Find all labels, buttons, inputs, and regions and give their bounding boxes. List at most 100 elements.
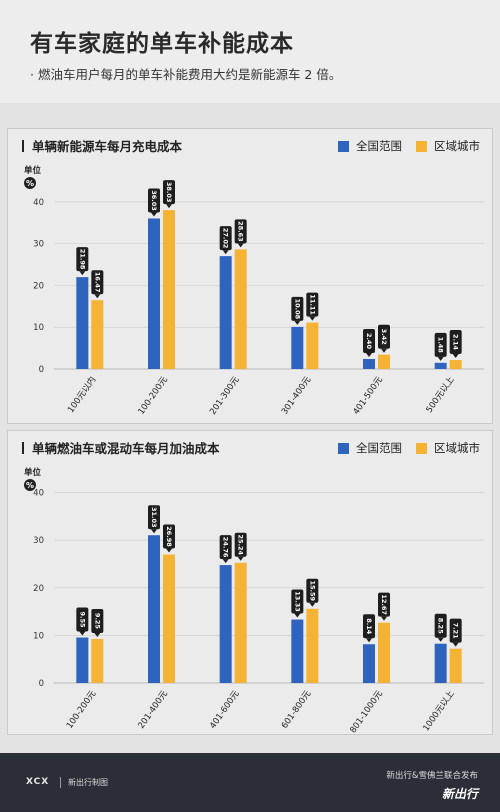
legend-item-regional: 区域城市 — [416, 138, 480, 154]
legend-swatch-national — [338, 140, 349, 152]
data-label-tag — [363, 328, 375, 353]
legend-item-regional: 区域城市 — [416, 440, 480, 456]
data-label: 31.03 — [150, 507, 158, 528]
unit-label: 单位 — [24, 165, 42, 176]
y-tick-label: 30 — [33, 240, 44, 250]
bar — [234, 562, 247, 683]
bar — [378, 354, 390, 369]
data-label-pointer — [94, 632, 101, 637]
y-tick-label: 0 — [39, 365, 44, 375]
bar — [306, 322, 319, 369]
legend-label-regional: 区域城市 — [434, 441, 480, 455]
bar — [291, 326, 304, 369]
data-label-pointer — [222, 559, 229, 564]
data-label-pointer — [366, 352, 372, 357]
chart-panel-fuel: 单辆燃油车或混动车每月加油成本 全国范围 区域城市 单位% 0 10 20 30 40 9.… — [7, 430, 493, 735]
bar — [449, 648, 462, 683]
x-tick-label: 301-400元 — [280, 375, 314, 417]
unit-badge — [24, 479, 36, 491]
y-tick-label: 30 — [33, 536, 44, 546]
data-label-pointer — [381, 616, 387, 621]
legend-label-national: 全国范围 — [356, 139, 402, 153]
publisher-text: 新出行&雪佛兰联合发布 — [386, 771, 478, 781]
data-label: 38.03 — [165, 182, 173, 203]
bar — [363, 358, 375, 369]
unit-symbol: % — [26, 179, 34, 188]
data-label-pointer — [366, 638, 372, 643]
chart-title: 单辆新能源车每月充电成本 — [22, 136, 182, 155]
data-label-tag — [219, 535, 232, 560]
data-label-pointer — [94, 294, 101, 299]
data-label-tag — [91, 270, 104, 295]
data-label: 36.03 — [150, 190, 158, 211]
y-tick-label: 20 — [33, 584, 44, 594]
bar-chart-fuel-cost: 单位% 0 10 20 30 40 9.55 9.25 100-200元 31.03 26.98 20… — [24, 467, 484, 735]
data-label: 25.24 — [237, 535, 245, 556]
bar-chart-ev-charging: 单位% 0 10 20 30 40 21.98 16.47 100元以内 36.03 38.03 10… — [24, 165, 484, 417]
brand-logo: XCX — [26, 777, 50, 787]
bar — [148, 535, 160, 683]
bar — [219, 256, 232, 369]
legend-swatch-national — [338, 442, 349, 454]
legend-swatch-regional — [416, 140, 427, 152]
x-tick-label: 401-500元 — [352, 375, 386, 417]
data-label-pointer — [79, 271, 86, 276]
bar — [434, 643, 447, 683]
bar — [378, 622, 390, 683]
y-tick-label: 10 — [33, 323, 44, 333]
data-label-tag — [434, 613, 447, 638]
data-label-tag — [76, 247, 89, 272]
bar — [363, 644, 375, 683]
x-tick-label: 100元以内 — [65, 374, 98, 414]
data-label-tag — [449, 618, 462, 643]
bar — [163, 210, 175, 369]
unit-label: 单位 — [24, 467, 42, 478]
data-label: 21.98 — [78, 249, 86, 270]
data-label: 26.98 — [165, 526, 173, 547]
x-tick-label: 401-600元 — [208, 689, 242, 731]
data-label-pointer — [237, 556, 244, 561]
data-label-tag — [291, 589, 304, 614]
data-label-tag — [163, 524, 175, 549]
data-label: 7.21 — [452, 623, 460, 640]
y-tick-label: 20 — [33, 281, 44, 291]
data-label-pointer — [222, 250, 229, 255]
data-label: 27.02 — [222, 228, 230, 249]
data-label: 9.25 — [93, 613, 101, 630]
data-label-tag — [219, 226, 232, 251]
data-label-tag — [363, 614, 375, 639]
legend-label-regional: 区域城市 — [434, 139, 480, 153]
data-label-pointer — [166, 204, 172, 209]
data-label: 8.25 — [437, 618, 445, 635]
data-label-tag — [434, 332, 447, 357]
bar — [76, 637, 89, 683]
bar — [91, 638, 104, 683]
data-label: 8.14 — [365, 618, 373, 635]
data-label: 16.47 — [93, 272, 101, 293]
footer: XCX 新出行制图 新出行&雪佛兰联合发布 新出行 — [0, 753, 500, 812]
bar — [434, 362, 447, 369]
data-label-pointer — [309, 316, 316, 321]
data-label: 15.59 — [308, 580, 316, 601]
x-tick-label: 500元以上 — [424, 375, 456, 415]
brand-divider — [60, 777, 61, 788]
y-tick-label: 40 — [33, 198, 44, 208]
unit-badge — [24, 177, 36, 189]
data-label-pointer — [437, 637, 444, 642]
legend-item-national: 全国范围 — [338, 440, 402, 456]
bar — [306, 608, 319, 683]
data-label-pointer — [381, 348, 387, 353]
data-label: 24.76 — [222, 537, 230, 558]
y-tick-label: 0 — [39, 679, 44, 689]
bar — [163, 554, 175, 683]
chart-title: 单辆燃油车或混动车每月加油成本 — [22, 438, 220, 457]
data-label-pointer — [166, 548, 172, 553]
data-label-tag — [378, 324, 390, 349]
legend-label-national: 全国范围 — [356, 441, 402, 455]
x-tick-label: 201-400元 — [137, 689, 171, 731]
data-label-tag — [306, 292, 319, 317]
data-label-tag — [148, 188, 160, 213]
data-label-tag — [148, 505, 160, 530]
bar — [291, 619, 304, 683]
bar — [219, 565, 232, 683]
